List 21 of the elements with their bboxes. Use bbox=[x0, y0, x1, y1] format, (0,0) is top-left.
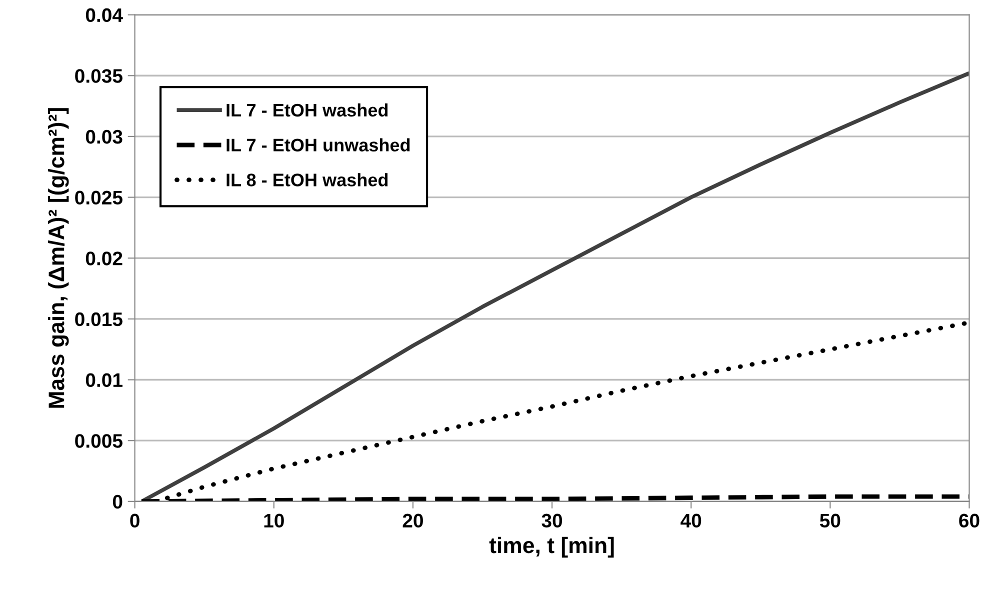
y-tick-label: 0.035 bbox=[75, 69, 122, 83]
legend-label: IL 7 - EtOH washed bbox=[226, 103, 388, 117]
legend-label: IL 7 - EtOH unwashed bbox=[226, 138, 410, 152]
x-tick-label: 10 bbox=[264, 514, 284, 528]
x-tick-label: 50 bbox=[820, 514, 840, 528]
x-tick-label: 20 bbox=[402, 514, 423, 528]
y-axis-title: Mass gain, (Δm/A)² [(g/cm²)²] bbox=[48, 108, 69, 408]
y-tick-label: 0.005 bbox=[75, 434, 122, 448]
x-tick-label: 0 bbox=[130, 514, 140, 528]
x-tick-label: 60 bbox=[959, 514, 980, 528]
legend-label: IL 8 - EtOH washed bbox=[226, 173, 388, 186]
y-tick-label: 0.015 bbox=[75, 312, 122, 326]
x-tick-label: 40 bbox=[680, 514, 702, 528]
y-tick-label: 0.025 bbox=[75, 190, 122, 205]
x-tick-label: 30 bbox=[542, 514, 562, 528]
y-tick-label: 0.02 bbox=[86, 252, 122, 266]
y-tick-label: 0.04 bbox=[86, 8, 123, 22]
y-tick-label: 0.03 bbox=[86, 130, 122, 144]
y-tick-label: 0.01 bbox=[86, 373, 122, 388]
x-axis-title: time, t [min] bbox=[489, 536, 614, 558]
y-tick-label: 0 bbox=[112, 494, 122, 509]
